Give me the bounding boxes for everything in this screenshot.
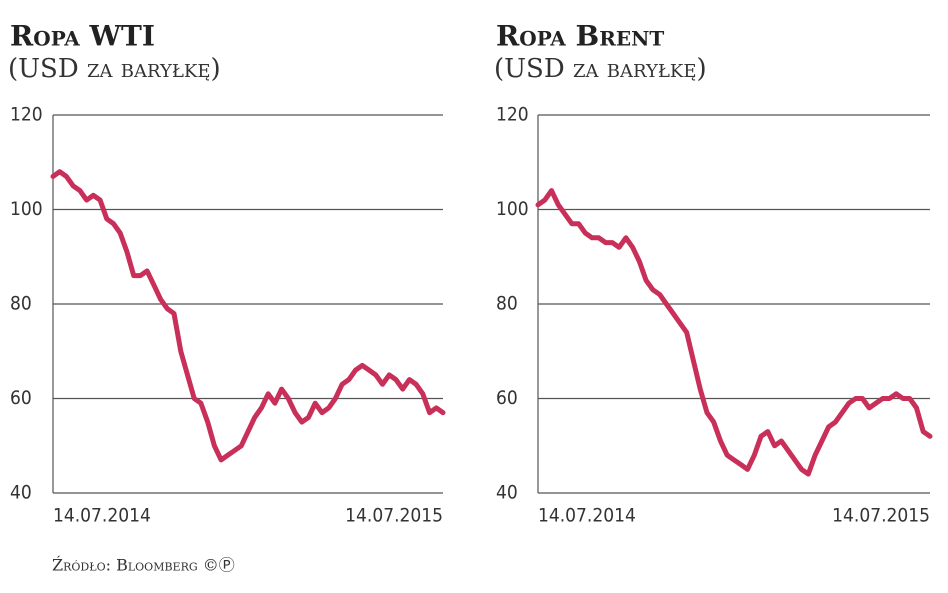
x-tick-label: 14.07.2014 [538,505,636,527]
y-tick-label: 100 [10,198,43,220]
y-tick-label: 60 [496,387,518,409]
chart-subtitle: (USD za baryłkę) [494,54,707,84]
y-tick-label: 40 [10,482,32,504]
chart-title: Ropa Brent [496,20,664,53]
y-tick-label: 120 [10,104,43,126]
y-tick-label: 80 [10,293,32,315]
x-tick-label: 14.07.2015 [345,505,443,527]
y-tick-label: 120 [496,104,529,126]
price-line [50,169,446,463]
price-line [535,188,933,477]
y-tick-label: 100 [496,198,529,220]
x-tick-label: 14.07.2014 [53,505,151,527]
y-tick-label: 80 [496,293,518,315]
source: Źródło: Bloomberg ©Ⓟ [52,555,235,575]
y-tick-label: 60 [10,387,32,409]
chart-subtitle: (USD za baryłkę) [8,54,221,84]
x-tick-label: 14.07.2015 [832,505,930,527]
chart-title: Ropa WTI [10,20,155,53]
y-tick-label: 40 [496,482,518,504]
